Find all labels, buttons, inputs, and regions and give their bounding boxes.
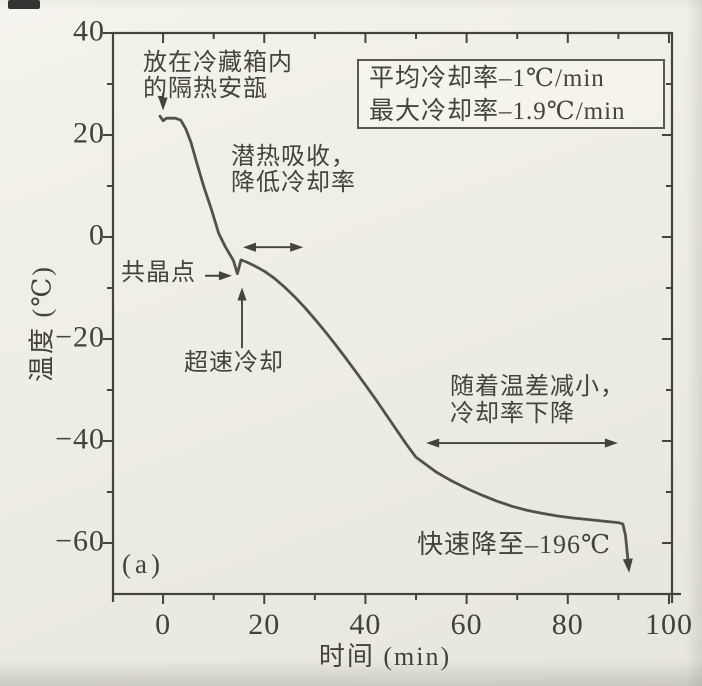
x-tick-label: 40	[349, 608, 382, 641]
scan-artifact-mark	[8, 0, 40, 9]
annotation-ampoule-line2: 的隔热安瓿	[143, 76, 268, 102]
annotation-rapid-cool: 快速降至–196℃	[417, 530, 612, 559]
y-tick-label: 0	[89, 218, 105, 252]
y-tick-label: −60	[55, 524, 105, 558]
curve-end-arrowhead	[622, 558, 633, 573]
y-tick-label: −40	[55, 422, 105, 456]
latent-heat-span-head	[243, 242, 257, 252]
annotation-latent-line1: 潜热吸收，	[231, 144, 356, 170]
x-tick-label: 20	[248, 608, 281, 641]
annotation-tempdiff-line2: 冷却率下降	[450, 401, 575, 427]
plot-frame	[111, 31, 674, 596]
supercooling-pointer-head	[237, 287, 247, 301]
legend-average-rate: 平均冷却率–1℃/min	[369, 65, 605, 92]
x-tick-label: 60	[450, 608, 483, 641]
cooling-curve-path	[158, 114, 630, 563]
annotation-temp-diff: 随着温差减小， 冷却率下降	[450, 374, 625, 428]
y-tick-label: −20	[55, 320, 105, 354]
x-axis-label: 时间 (min)	[318, 642, 452, 671]
latent-heat-span-head	[290, 242, 304, 252]
y-tick-label: 40	[73, 14, 105, 48]
annotation-latent-line2: 降低冷却率	[231, 170, 356, 196]
annotation-eutectic-point: 共晶点	[121, 260, 196, 286]
annotation-ampoule-line1: 放在冷藏箱内	[143, 50, 293, 76]
tempdiff-span-head	[604, 438, 618, 448]
eutectic-pointer-head	[218, 271, 232, 281]
annotation-ampoule: 放在冷藏箱内 的隔热安瓿	[143, 50, 293, 102]
legend-box: 平均冷却率–1℃/min 最大冷却率–1.9℃/min	[357, 59, 665, 129]
ampoule-pointer-head	[158, 97, 168, 111]
annotation-supercooling: 超速冷却	[184, 350, 284, 376]
tempdiff-span-head	[426, 438, 440, 448]
panel-label: (a)	[122, 549, 164, 579]
x-tick-label: 100	[644, 608, 693, 641]
legend-max-rate: 最大冷却率–1.9℃/min	[369, 98, 626, 125]
y-tick-label: 20	[73, 116, 105, 150]
annotation-latent-heat: 潜热吸收， 降低冷却率	[231, 144, 356, 196]
y-axis-label: 温度 (℃)	[27, 265, 57, 382]
x-tick-label: 80	[551, 608, 584, 641]
annotation-tempdiff-line1: 随着温差减小，	[450, 374, 625, 400]
x-tick-label: 0	[155, 608, 172, 641]
